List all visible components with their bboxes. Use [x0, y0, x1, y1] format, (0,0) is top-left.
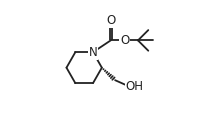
- Text: O: O: [120, 34, 129, 47]
- Text: O: O: [106, 14, 115, 27]
- Text: OH: OH: [125, 80, 144, 93]
- Text: N: N: [89, 46, 97, 59]
